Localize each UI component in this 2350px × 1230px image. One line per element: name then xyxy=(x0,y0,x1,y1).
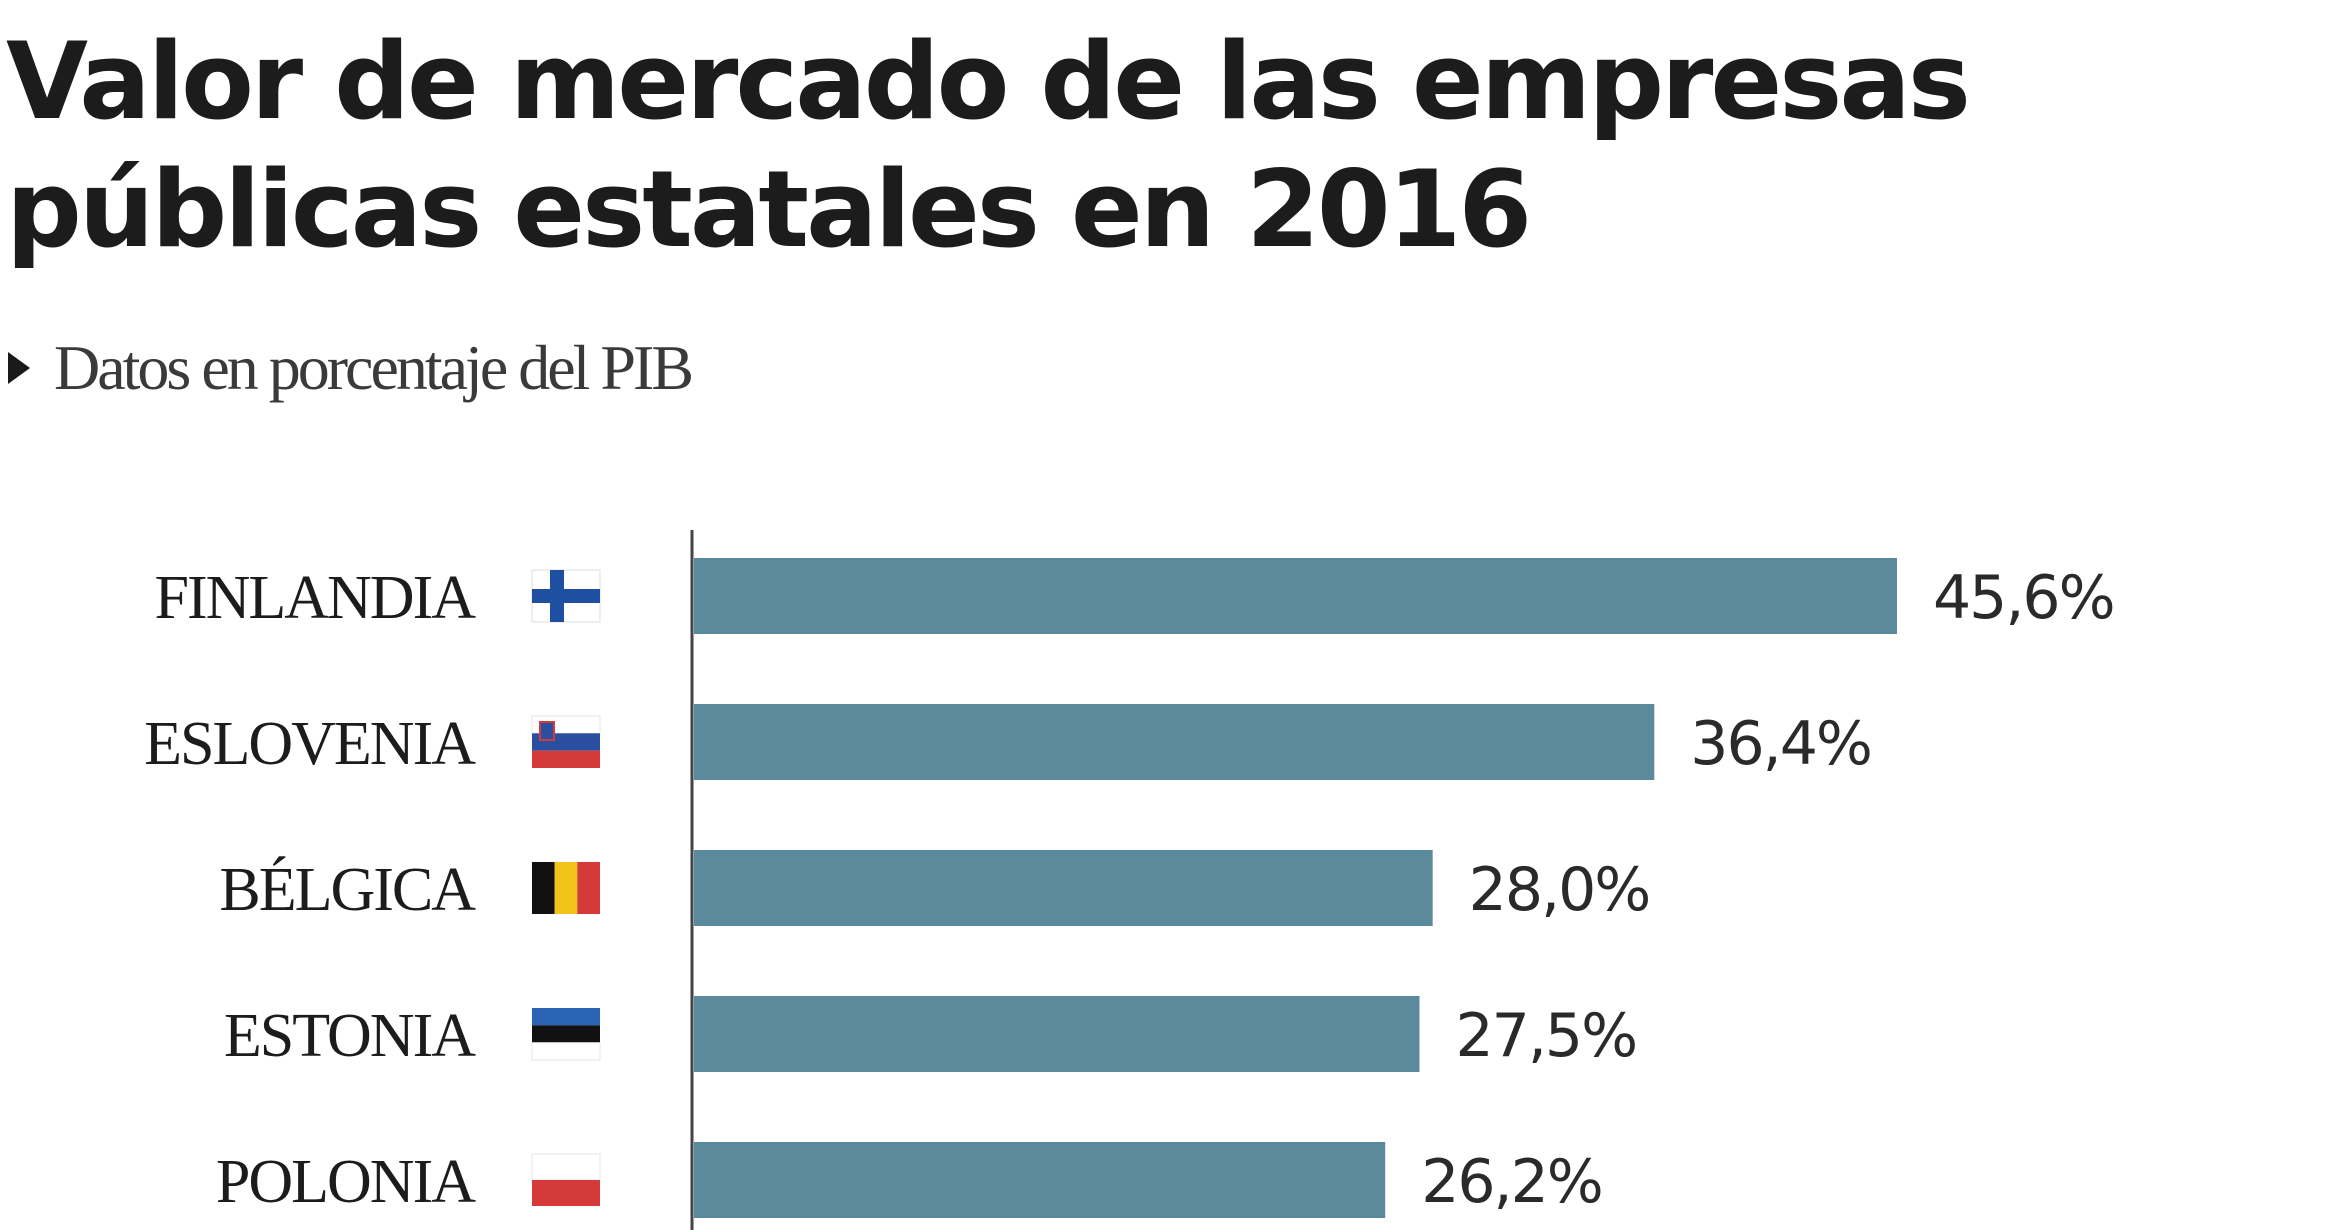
finland-flag-icon xyxy=(531,569,601,623)
chart-title: Valor de mercado de las empresas pública… xyxy=(6,20,1971,271)
subtitle-text: Datos en porcentaje del PIB xyxy=(54,332,694,403)
category-label: BÉLGICA xyxy=(219,856,476,924)
bar xyxy=(694,704,1655,780)
poland-flag-icon xyxy=(531,1153,601,1206)
chart-subtitle: Datos en porcentaje del PIB xyxy=(8,328,694,408)
belgium-flag-icon xyxy=(532,862,600,914)
estonia-flag-icon xyxy=(531,1008,601,1061)
bar xyxy=(694,850,1433,926)
value-label: 27,5% xyxy=(1455,1001,1636,1071)
category-label: ESTONIA xyxy=(224,1002,476,1070)
slovenia-flag-icon xyxy=(531,715,601,768)
value-label: 26,2% xyxy=(1421,1147,1602,1217)
value-label: 28,0% xyxy=(1469,855,1650,925)
category-label: POLONIA xyxy=(216,1148,476,1216)
triangle-bullet-icon xyxy=(8,352,30,384)
value-label: 45,6% xyxy=(1933,563,2114,633)
bar xyxy=(694,558,1897,634)
bar xyxy=(694,1142,1386,1218)
value-label: 36,4% xyxy=(1690,709,1871,779)
bar xyxy=(694,996,1420,1072)
category-label: FINLANDIA xyxy=(154,564,476,632)
category-label: ESLOVENIA xyxy=(144,710,476,778)
